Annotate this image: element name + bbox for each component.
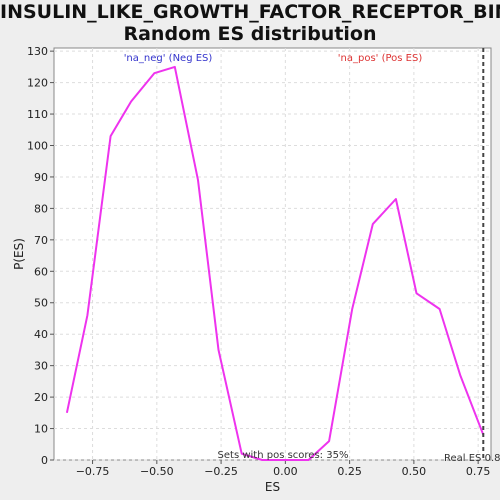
pos-es-label: 'na_pos' (Pos ES) <box>338 53 423 64</box>
y-axis-title: P(ES) <box>12 238 26 270</box>
pos-scores-note: Sets with pos scores: 35% <box>218 450 349 461</box>
x-tick-label: 0.50 <box>402 465 427 478</box>
chart-title: INSULIN_LIKE_GROWTH_FACTOR_RECEPTOR_BIND… <box>0 0 500 45</box>
chart-title-line2: Random ES distribution <box>123 23 377 45</box>
x-tick-label: 0.25 <box>337 465 362 478</box>
y-axis-ticks: 0 10 20 30 40 50 60 70 80 90 100 110 120 130 <box>27 45 54 467</box>
y-tick-label: 130 <box>27 45 48 58</box>
series-group <box>65 65 485 461</box>
y-tick-label: 40 <box>34 328 48 341</box>
y-tick-label: 10 <box>34 423 48 436</box>
y-tick-label: 50 <box>34 297 48 310</box>
x-tick-label: −0.75 <box>76 465 110 478</box>
real-es-label: Real ES 0.8 <box>444 453 500 464</box>
y-tick-label: 120 <box>27 77 48 90</box>
y-tick-label: 90 <box>34 171 48 184</box>
y-tick-label: 0 <box>41 454 48 467</box>
grid <box>54 48 491 461</box>
y-tick-label: 100 <box>27 139 48 152</box>
y-tick-label: 110 <box>27 108 48 121</box>
x-tick-label: −0.25 <box>204 465 238 478</box>
y-tick-label: 20 <box>34 391 48 404</box>
x-tick-label: −0.50 <box>140 465 174 478</box>
plot-area <box>53 47 492 461</box>
series-line <box>65 65 485 461</box>
chart-title-line1: INSULIN_LIKE_GROWTH_FACTOR_RECEPTOR_BIND… <box>0 1 500 23</box>
x-axis-ticks: −0.75 −0.50 −0.25 0.00 0.25 0.50 0.75 <box>76 460 491 478</box>
neg-es-label: 'na_neg' (Neg ES) <box>124 53 213 64</box>
x-axis-title: ES <box>265 480 280 494</box>
y-tick-label: 30 <box>34 360 48 373</box>
y-tick-label: 80 <box>34 202 48 215</box>
y-tick-label: 60 <box>34 265 48 278</box>
x-tick-label: 0.00 <box>273 465 298 478</box>
y-tick-label: 70 <box>34 234 48 247</box>
x-tick-label: 0.75 <box>466 465 491 478</box>
